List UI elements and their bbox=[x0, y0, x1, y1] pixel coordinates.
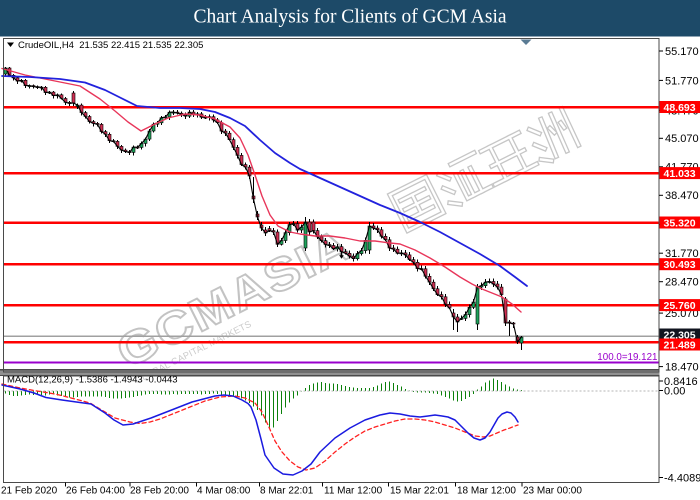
svg-text:48.693: 48.693 bbox=[664, 102, 696, 114]
svg-text:22.305: 22.305 bbox=[664, 329, 696, 341]
svg-text:35.320: 35.320 bbox=[664, 217, 696, 229]
svg-text:28 Feb 20:00: 28 Feb 20:00 bbox=[130, 486, 189, 497]
svg-text:-4.4089: -4.4089 bbox=[664, 472, 700, 484]
svg-text:18.470: 18.470 bbox=[665, 362, 699, 374]
svg-text:100.0=19.121: 100.0=19.121 bbox=[597, 352, 657, 363]
svg-text:0.8416: 0.8416 bbox=[664, 376, 698, 388]
svg-text:0.00: 0.00 bbox=[664, 385, 685, 397]
svg-text:45.070: 45.070 bbox=[665, 133, 699, 145]
svg-text:55.170: 55.170 bbox=[665, 46, 699, 58]
svg-text:21 Feb 2020: 21 Feb 2020 bbox=[1, 486, 58, 497]
svg-text:CrudeOIL,H4 21.535 22.415 21.: CrudeOIL,H4 21.535 22.415 21.535 22.305 bbox=[18, 40, 203, 51]
svg-text:11 Mar 12:00: 11 Mar 12:00 bbox=[324, 486, 383, 497]
svg-text:23 Mar 00:00: 23 Mar 00:00 bbox=[523, 486, 582, 497]
svg-text:30.493: 30.493 bbox=[664, 259, 696, 271]
svg-text:Chart Analysis for Clients of: Chart Analysis for Clients of GCM Asia bbox=[193, 6, 506, 27]
svg-text:26 Feb 04:00: 26 Feb 04:00 bbox=[66, 486, 125, 497]
svg-text:25.760: 25.760 bbox=[664, 300, 696, 312]
svg-text:15 Mar 22:01: 15 Mar 22:01 bbox=[390, 486, 449, 497]
svg-text:41.033: 41.033 bbox=[664, 168, 696, 180]
svg-text:51.770: 51.770 bbox=[665, 75, 699, 87]
svg-text:28.470: 28.470 bbox=[665, 277, 699, 289]
svg-text:8 Mar 22:01: 8 Mar 22:01 bbox=[260, 486, 314, 497]
svg-text:21.489: 21.489 bbox=[664, 339, 696, 351]
svg-text:31.770: 31.770 bbox=[665, 248, 699, 260]
svg-text:4 Mar 08:00: 4 Mar 08:00 bbox=[197, 486, 251, 497]
svg-text:MACD(12,26,9) -1.5386 -1.4943: MACD(12,26,9) -1.5386 -1.4943 -0.0443 bbox=[7, 375, 178, 386]
svg-text:38.470: 38.470 bbox=[665, 190, 699, 202]
svg-text:18 Mar 12:00: 18 Mar 12:00 bbox=[457, 486, 516, 497]
